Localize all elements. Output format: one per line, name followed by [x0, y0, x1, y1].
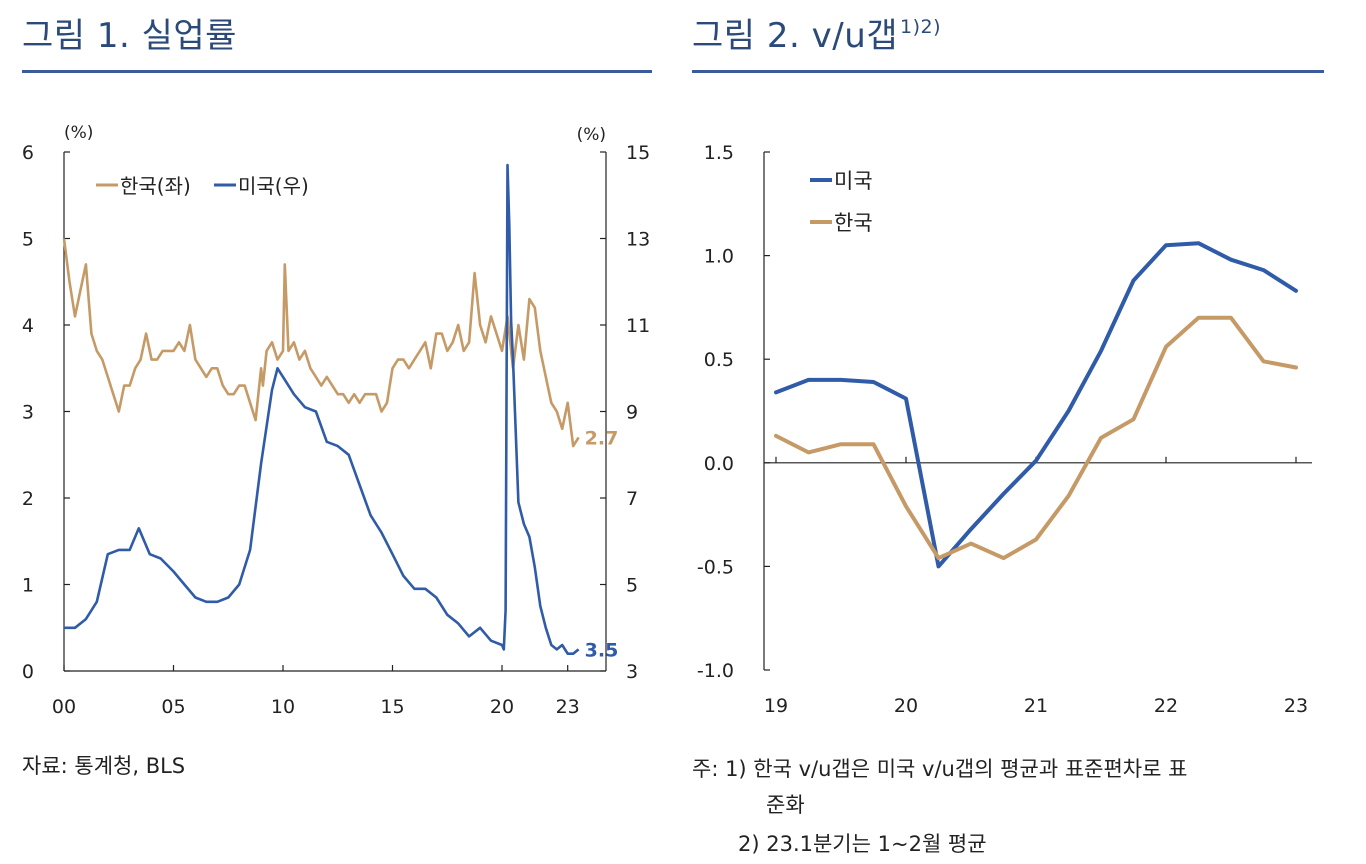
right-axis-tick-label: 5	[626, 575, 638, 597]
y-axis-tick-label: 1.0	[704, 246, 734, 268]
legend-label-2: 한국	[834, 211, 873, 235]
left-axis-tick-label: 0	[22, 661, 34, 683]
left-axis-tick-label: 1	[22, 575, 34, 597]
figure1-title-rule	[22, 70, 652, 73]
y-axis-tick-label: 1.5	[704, 142, 734, 164]
legend-label-1: 한국(좌)	[120, 174, 191, 198]
figure1-title: 그림 1. 실업률	[22, 16, 237, 56]
left-axis-unit: (%)	[64, 123, 93, 143]
right-axis-unit: (%)	[577, 125, 606, 145]
x-axis-tick-label: 23	[1284, 695, 1308, 717]
x-axis-tick-label: 05	[161, 696, 185, 718]
figure2-title-superscript: 1)2)	[900, 16, 942, 38]
x-axis-tick-label: 15	[380, 696, 404, 718]
series-line-1	[774, 241, 1298, 569]
left-axis-tick-label: 6	[22, 142, 34, 164]
x-axis-tick-label: 21	[1024, 695, 1048, 717]
left-axis-tick-label: 4	[22, 315, 34, 337]
left-axis-tick-label: 3	[22, 402, 34, 424]
figure1-source-note: 자료: 통계청, BLS	[22, 754, 186, 778]
x-axis-tick-label: 00	[52, 696, 76, 718]
figure2-title-text: 그림 2. v/u갭	[692, 16, 899, 56]
right-axis-tick-label: 9	[626, 402, 638, 424]
figure2-note-2: 2) 23.1분기는 1~2월 평균	[738, 832, 987, 856]
figure2-note-1-continued: 준화	[766, 793, 805, 817]
right-axis-tick-label: 3	[626, 661, 638, 683]
legend-label-2: 미국(우)	[238, 174, 309, 198]
x-axis-tick-label: 20	[894, 695, 918, 717]
x-axis-tick-label: 10	[271, 696, 295, 718]
y-axis-tick-label: -0.5	[697, 556, 734, 578]
right-axis-tick-label: 13	[626, 229, 650, 251]
right-axis-tick-label: 15	[626, 142, 650, 164]
y-axis-tick-label: 0.5	[704, 349, 734, 371]
x-axis-tick-label: 19	[764, 695, 788, 717]
right-axis-tick-label: 7	[626, 488, 638, 510]
series-end-label-1: 2.7	[585, 427, 619, 449]
series-line-2	[64, 163, 580, 656]
series-end-label-2: 3.5	[585, 639, 619, 661]
figure2-title-rule	[692, 70, 1324, 73]
series-line-1	[62, 238, 580, 448]
x-axis-tick-label: 23	[556, 696, 580, 718]
figure2-title: 그림 2. v/u갭 1)2)	[692, 8, 941, 57]
x-axis-tick-label: 22	[1154, 695, 1178, 717]
left-axis-tick-label: 2	[22, 488, 34, 510]
right-axis-tick-label: 11	[626, 315, 650, 337]
series-line-2	[774, 315, 1298, 561]
y-axis-tick-label: -1.0	[697, 660, 734, 682]
left-axis-tick-label: 5	[22, 229, 34, 251]
figure2-note-1: 주: 1) 한국 v/u갭은 미국 v/u갭의 평균과 표준편차로 표	[692, 757, 1188, 781]
x-axis-tick-label: 20	[490, 696, 514, 718]
y-axis-tick-label: 0.0	[704, 453, 734, 475]
legend-label-1: 미국	[834, 169, 873, 193]
